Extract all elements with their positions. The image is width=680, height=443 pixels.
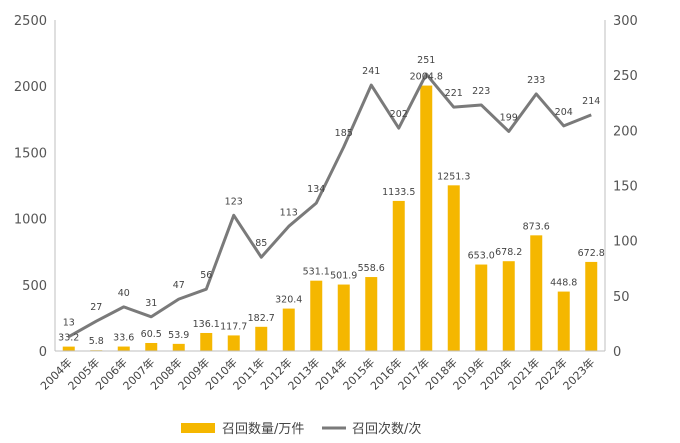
bar — [310, 280, 323, 351]
line-path — [68, 72, 592, 338]
bar-data-label: 136.1 — [193, 319, 220, 330]
line-data-label: 13 — [63, 318, 75, 329]
bar — [62, 346, 75, 351]
right-tick-label: 150 — [613, 180, 638, 195]
bar — [337, 284, 350, 351]
line-data-label: 134 — [307, 184, 325, 195]
bar — [255, 326, 268, 351]
line-data-label: 199 — [500, 112, 518, 123]
bar-data-label: 60.5 — [141, 329, 162, 340]
bar-data-label: 5.8 — [89, 336, 104, 347]
right-tick-label: 50 — [613, 290, 630, 305]
bar-data-label: 1251.3 — [437, 171, 470, 182]
line-series — [68, 72, 592, 338]
line-data-label: 202 — [390, 109, 408, 120]
left-tick-label: 2500 — [14, 14, 47, 29]
bar-data-label: 558.6 — [358, 263, 385, 274]
bar — [420, 85, 433, 351]
line-data-label: 56 — [200, 270, 212, 281]
bar-data-label: 501.9 — [330, 271, 357, 282]
line-data-label: 241 — [362, 66, 380, 77]
line-data-label: 214 — [582, 96, 600, 107]
bar — [447, 185, 460, 351]
x-axis: 2004年2005年2006年2007年2008年2009年2010年2011年… — [37, 350, 605, 393]
right-axis: 0 50 100 150 200 250 300 — [604, 14, 638, 360]
bar-data-label: 53.9 — [168, 330, 189, 341]
bar — [117, 346, 130, 351]
bar-data-label: 182.7 — [248, 313, 275, 324]
bar — [200, 332, 213, 351]
legend: 召回数量/万件 召回次数/次 — [181, 421, 421, 437]
line-data-label: 233 — [527, 75, 545, 86]
left-tick-label: 2000 — [14, 80, 47, 95]
legend-line-label: 召回次数/次 — [352, 421, 421, 437]
bar-data-label: 448.8 — [550, 278, 577, 289]
legend-bar-label: 召回数量/万件 — [222, 422, 304, 437]
line-data-label: 185 — [335, 128, 353, 139]
bar — [585, 261, 598, 351]
right-tick-label: 250 — [613, 69, 638, 84]
line-data-label: 223 — [472, 86, 490, 97]
line-data-labels: 13 27 40 31 47 56 123 85 113 134 185 241 202 251 221 22… — [63, 55, 601, 329]
right-tick-label: 100 — [613, 235, 638, 250]
bar-data-label: 531.1 — [303, 267, 330, 278]
left-axis: 0 500 1000 1500 2000 2500 — [14, 14, 56, 360]
bar — [557, 291, 570, 351]
bar-data-label: 117.7 — [220, 321, 247, 332]
bar — [282, 308, 295, 351]
line-data-label: 85 — [255, 238, 267, 249]
legend-bar-swatch — [181, 423, 215, 433]
line-data-label: 31 — [145, 298, 157, 309]
line-data-label: 204 — [555, 107, 573, 118]
line-data-label: 123 — [225, 196, 243, 207]
bar-data-label: 678.2 — [495, 247, 522, 258]
bar-series — [62, 85, 598, 351]
right-tick-label: 300 — [613, 14, 638, 29]
line-data-label: 47 — [173, 280, 185, 291]
bar — [227, 335, 240, 351]
left-tick-label: 1000 — [14, 213, 47, 228]
line-data-label: 113 — [280, 207, 298, 218]
bar-data-label: 33.6 — [113, 333, 134, 344]
bar — [475, 264, 488, 351]
bar-data-label: 320.4 — [275, 295, 302, 306]
line-data-label: 221 — [445, 88, 463, 99]
left-tick-label: 0 — [39, 345, 47, 360]
bar-data-label: 653.0 — [468, 251, 495, 262]
bar-data-label: 672.8 — [578, 248, 605, 259]
line-data-label: 251 — [417, 55, 435, 66]
line-data-label: 27 — [90, 302, 102, 313]
bar — [392, 200, 405, 351]
bar-data-label: 2004.8 — [410, 72, 443, 83]
bar — [145, 342, 158, 351]
left-tick-label: 500 — [22, 279, 47, 294]
bar-data-label: 33.2 — [58, 333, 79, 344]
bar — [365, 277, 378, 351]
bar — [530, 235, 543, 351]
bar-data-label: 1133.5 — [382, 187, 415, 198]
bar — [502, 261, 515, 351]
line-data-label: 40 — [118, 288, 130, 299]
left-tick-label: 1500 — [14, 146, 47, 161]
bar — [172, 343, 185, 351]
bar-data-label: 873.6 — [523, 221, 550, 232]
right-tick-label: 200 — [613, 124, 638, 139]
right-tick-label: 0 — [613, 345, 621, 360]
